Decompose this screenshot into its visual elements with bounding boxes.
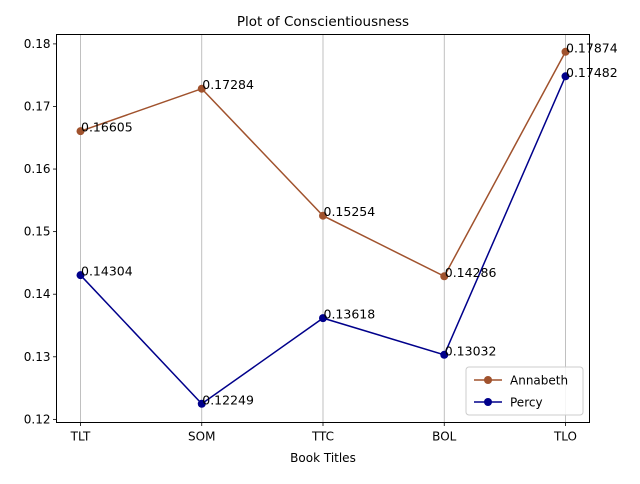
data-label: 0.17284 [202,77,254,92]
legend-label: Annabeth [510,374,568,388]
y-tick-label: 0.13 [24,350,51,364]
data-label: 0.14304 [81,264,133,279]
x-tick-label: BOL [432,430,456,444]
data-point [76,271,85,280]
data-point [440,350,449,359]
data-label: 0.15254 [324,204,376,219]
grid [80,34,566,423]
data-label: 0.17874 [566,40,618,55]
chart-title: Plot of Conscientiousness [237,14,409,30]
series-lines [76,47,570,408]
y-tick-label: 0.16 [24,162,51,176]
y-tick-label: 0.15 [24,225,51,239]
x-tick-label: TLO [553,430,577,444]
data-point [561,72,570,81]
y-tick-label: 0.14 [24,287,51,301]
data-point [76,127,85,136]
data-label: 0.17482 [566,65,618,80]
x-tick-label: TLT [70,430,91,444]
y-tick-label: 0.12 [24,412,51,426]
data-label: 0.13032 [445,343,497,358]
data-label: 0.12249 [202,392,254,407]
y-axis: 0.12 0.13 0.14 0.15 0.16 0.17 0.18 [24,37,57,426]
data-point [561,47,570,56]
data-point [197,399,206,408]
data-label: 0.14286 [445,265,497,280]
legend-label: Percy [510,396,543,410]
legend-marker [484,376,492,384]
data-labels: 0.16605 0.17284 0.15254 0.14286 0.17874 0.143… [81,40,618,407]
x-axis: TLT SOM TTC BOL TLO [70,422,577,444]
legend-box [465,366,584,416]
data-point [197,84,206,93]
data-point [319,211,327,220]
data-label: 0.16605 [81,120,133,135]
y-tick-label: 0.18 [24,37,51,51]
x-axis-title: Book Titles [290,451,356,465]
data-point [440,272,449,281]
y-tick-label: 0.17 [24,99,51,113]
data-label: 0.13618 [324,307,376,322]
data-point [319,314,327,323]
legend: Annabeth Percy [465,366,584,416]
x-tick-label: SOM [188,430,215,444]
x-tick-label: TTC [311,430,334,444]
legend-marker [484,398,492,406]
